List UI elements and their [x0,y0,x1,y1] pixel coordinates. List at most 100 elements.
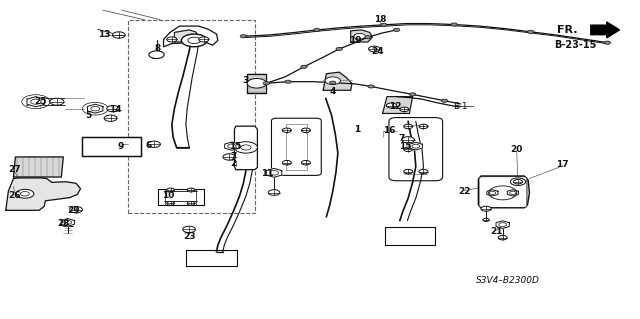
Polygon shape [508,190,518,196]
Circle shape [354,33,365,39]
Text: 15: 15 [230,142,242,151]
Circle shape [301,128,310,132]
Text: E-1: E-1 [453,102,468,111]
Circle shape [70,206,83,213]
Text: 21: 21 [490,227,502,236]
Polygon shape [158,189,204,204]
Circle shape [240,35,246,38]
Circle shape [404,147,413,152]
Circle shape [527,30,534,33]
Circle shape [442,99,448,102]
Circle shape [268,190,280,196]
Text: 4: 4 [330,87,336,96]
Polygon shape [83,137,141,156]
Circle shape [149,51,164,58]
Circle shape [604,41,611,44]
Text: 7: 7 [230,152,237,161]
Text: 23: 23 [183,232,195,241]
Text: 1: 1 [354,125,360,134]
Circle shape [301,65,307,68]
Polygon shape [487,190,498,196]
Text: 17: 17 [556,160,569,169]
Circle shape [301,160,310,165]
Circle shape [16,189,34,198]
Circle shape [223,154,236,160]
Text: 8: 8 [154,44,160,54]
Circle shape [419,124,428,129]
Circle shape [167,188,174,192]
Circle shape [410,93,416,96]
Text: 15: 15 [399,142,412,151]
Circle shape [513,180,522,184]
Polygon shape [351,30,372,42]
Text: 3: 3 [243,76,249,85]
Circle shape [330,81,336,84]
Bar [129,20,255,213]
Circle shape [394,28,400,32]
FancyBboxPatch shape [271,118,321,175]
Text: 11: 11 [261,169,274,178]
Text: 9: 9 [118,142,124,151]
Circle shape [488,186,516,200]
Text: 2: 2 [230,159,236,168]
Polygon shape [234,126,257,170]
Polygon shape [266,168,282,177]
Polygon shape [61,219,74,226]
Polygon shape [174,30,198,42]
FancyBboxPatch shape [389,118,443,181]
Polygon shape [323,72,352,90]
Circle shape [498,235,507,240]
Circle shape [187,201,195,205]
Circle shape [369,46,380,52]
Text: 12: 12 [389,102,402,111]
Text: 7: 7 [399,134,405,143]
Text: 18: 18 [374,15,387,24]
Text: 6: 6 [146,141,152,150]
Circle shape [182,226,195,233]
Circle shape [314,28,320,32]
Polygon shape [409,142,422,150]
Circle shape [451,23,458,26]
Circle shape [167,201,174,205]
Circle shape [381,23,387,26]
Text: 22: 22 [458,187,470,197]
Circle shape [365,36,371,39]
Circle shape [510,178,525,186]
Polygon shape [164,26,218,47]
Text: 25: 25 [34,97,47,106]
Circle shape [148,141,161,147]
Circle shape [402,137,415,143]
Polygon shape [13,157,63,177]
Text: 16: 16 [383,126,396,135]
Circle shape [50,98,64,105]
Text: S3V4–B2300D: S3V4–B2300D [476,276,540,285]
Polygon shape [225,142,239,150]
Circle shape [187,188,195,192]
Polygon shape [385,227,435,245]
Circle shape [107,106,120,112]
FancyBboxPatch shape [479,177,527,207]
Circle shape [325,77,340,85]
Circle shape [247,78,266,88]
Text: 28: 28 [57,219,70,228]
Text: 10: 10 [162,190,174,200]
Circle shape [282,160,291,165]
Text: 19: 19 [349,36,362,45]
Text: 5: 5 [86,111,92,120]
Circle shape [181,34,207,47]
Text: B-23-15: B-23-15 [554,40,596,49]
Text: 24: 24 [371,47,384,56]
Text: 26: 26 [8,190,21,200]
Circle shape [167,37,177,42]
Text: 13: 13 [98,31,110,40]
Circle shape [198,37,209,42]
Circle shape [481,206,491,211]
Circle shape [113,32,125,38]
Polygon shape [27,97,45,107]
Text: 20: 20 [511,145,523,154]
Circle shape [336,48,342,50]
Circle shape [404,124,413,129]
Text: 29: 29 [67,206,80,215]
Polygon shape [383,97,413,114]
Polygon shape [186,250,237,266]
